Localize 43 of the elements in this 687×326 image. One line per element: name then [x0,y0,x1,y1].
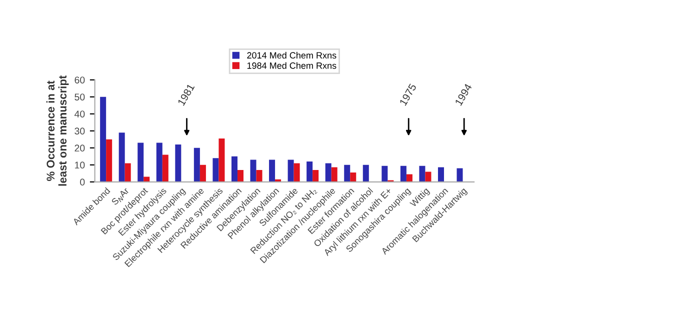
bar [231,156,238,182]
legend-label: 2014 Med Chem Rxns [247,52,336,59]
bar [237,170,244,182]
bar [175,144,182,182]
y-axis-title: % Occurrence in at least one manuscript [46,75,69,186]
y-tick-label: 0 [80,178,85,186]
bar [256,170,262,182]
bar [200,164,206,182]
bar [382,166,388,182]
bar [306,162,313,182]
bar [350,172,356,182]
bar [156,142,162,182]
y-tick-label: 20 [74,144,85,152]
bar [162,154,168,182]
bar [269,160,276,182]
bar [124,163,131,182]
bar [400,166,406,182]
bar [362,164,369,182]
bar [406,174,412,182]
bar [425,172,432,182]
y-tick-label: 30 [74,128,85,135]
bar [250,160,256,182]
y-tick-label: 50 [74,94,85,100]
bar [419,166,426,182]
bar [218,138,225,182]
bar [331,167,338,182]
bar [106,139,112,182]
bar [118,132,125,182]
y-tick-label: 60 [74,76,85,84]
bar [194,148,200,182]
y-tick-label: 40 [74,110,85,118]
bar [438,167,444,182]
bar [456,168,463,182]
bar [138,142,144,182]
legend-label: 1984 Med Chem Rxns [247,62,336,69]
bar [212,158,219,182]
bar [344,164,350,182]
bar [294,163,300,182]
y-tick-label: 10 [75,162,85,169]
bar [312,170,319,182]
bar [100,96,106,182]
bar [325,163,332,182]
bar [288,160,294,182]
